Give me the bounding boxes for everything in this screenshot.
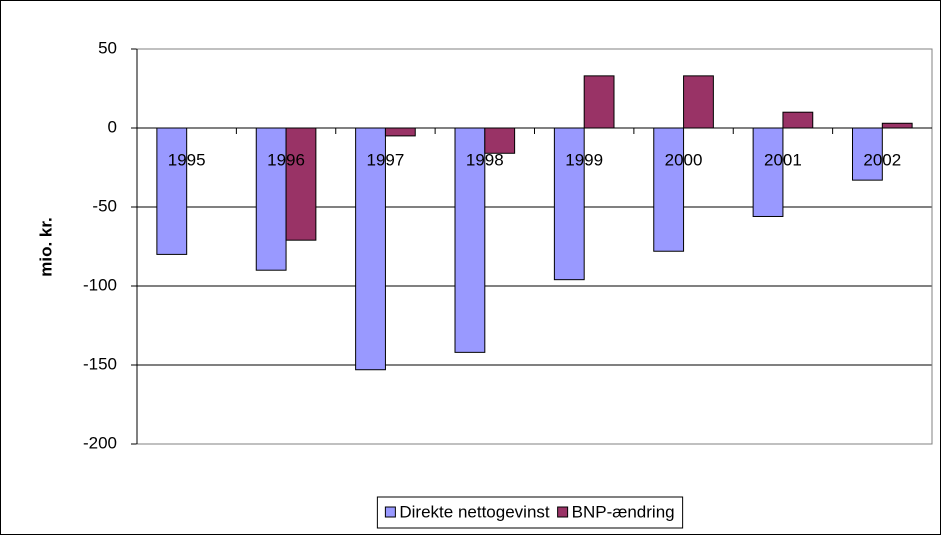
bar [384,127,416,137]
bar [553,127,585,281]
bar [355,127,386,371]
y-tick-label: -100 [83,275,117,294]
legend-swatch [557,506,569,518]
x-tick-label: 2001 [764,150,802,169]
x-tick-label: 1998 [466,150,504,169]
x-tick-label: 1995 [168,150,206,169]
legend-label: BNP-ændring [572,502,675,521]
y-tick-label: -200 [83,433,117,452]
bar [156,127,188,255]
bar [752,127,784,217]
y-tick-label: -50 [92,196,117,215]
bar [583,75,615,129]
bar [881,122,913,129]
x-tick-label: 2002 [863,150,901,169]
bar [852,127,883,181]
y-axis-title: mio. kr. [36,217,55,277]
y-tick-label: 0 [108,117,117,136]
x-tick-label: 1996 [267,150,305,169]
bar [653,127,685,252]
legend-label: Direkte nettogevinst [399,502,550,521]
bar [255,127,287,271]
legend-box [376,496,684,529]
x-tick-label: 1997 [367,150,405,169]
y-tick-label: -150 [83,354,117,373]
bar [454,127,486,353]
bar [683,75,714,129]
x-tick-label: 2000 [665,150,703,169]
legend: Direkte nettogevinst BNP-ændring [376,496,684,529]
bar [285,127,317,241]
legend-swatch [384,506,396,518]
bar [484,127,516,154]
bar [782,111,814,129]
y-tick-label: 50 [98,38,117,57]
x-tick-label: 1999 [565,150,603,169]
